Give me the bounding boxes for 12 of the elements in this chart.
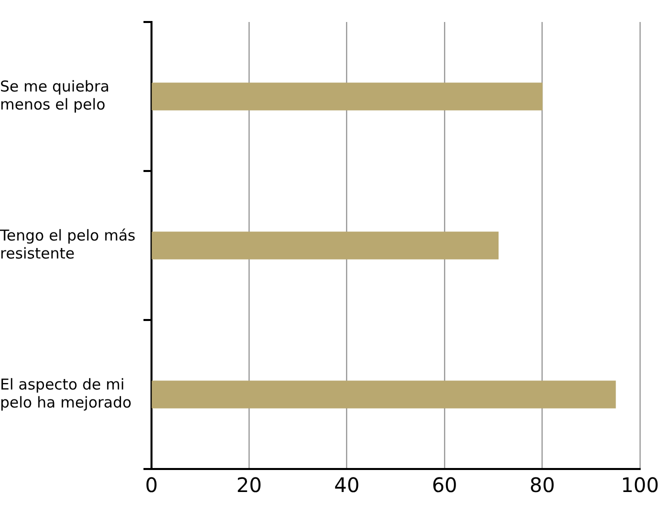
y-tick-label: Tengo el pelo más resistente — [0, 226, 136, 262]
x-tick-label: 20 — [236, 473, 262, 498]
x-tick-label: 60 — [432, 473, 458, 498]
x-tick-label: 0 — [145, 473, 158, 498]
x-tick-label: 80 — [529, 473, 555, 498]
bar — [152, 380, 616, 408]
bar — [152, 232, 499, 260]
x-tick-label: 100 — [620, 473, 660, 498]
bar — [152, 82, 543, 110]
y-tick-label: El aspecto de mi pelo ha mejorado — [0, 375, 132, 412]
y-tick-label: Se me quiebra menos el pelo — [0, 77, 110, 114]
x-tick-label: 40 — [334, 473, 360, 498]
